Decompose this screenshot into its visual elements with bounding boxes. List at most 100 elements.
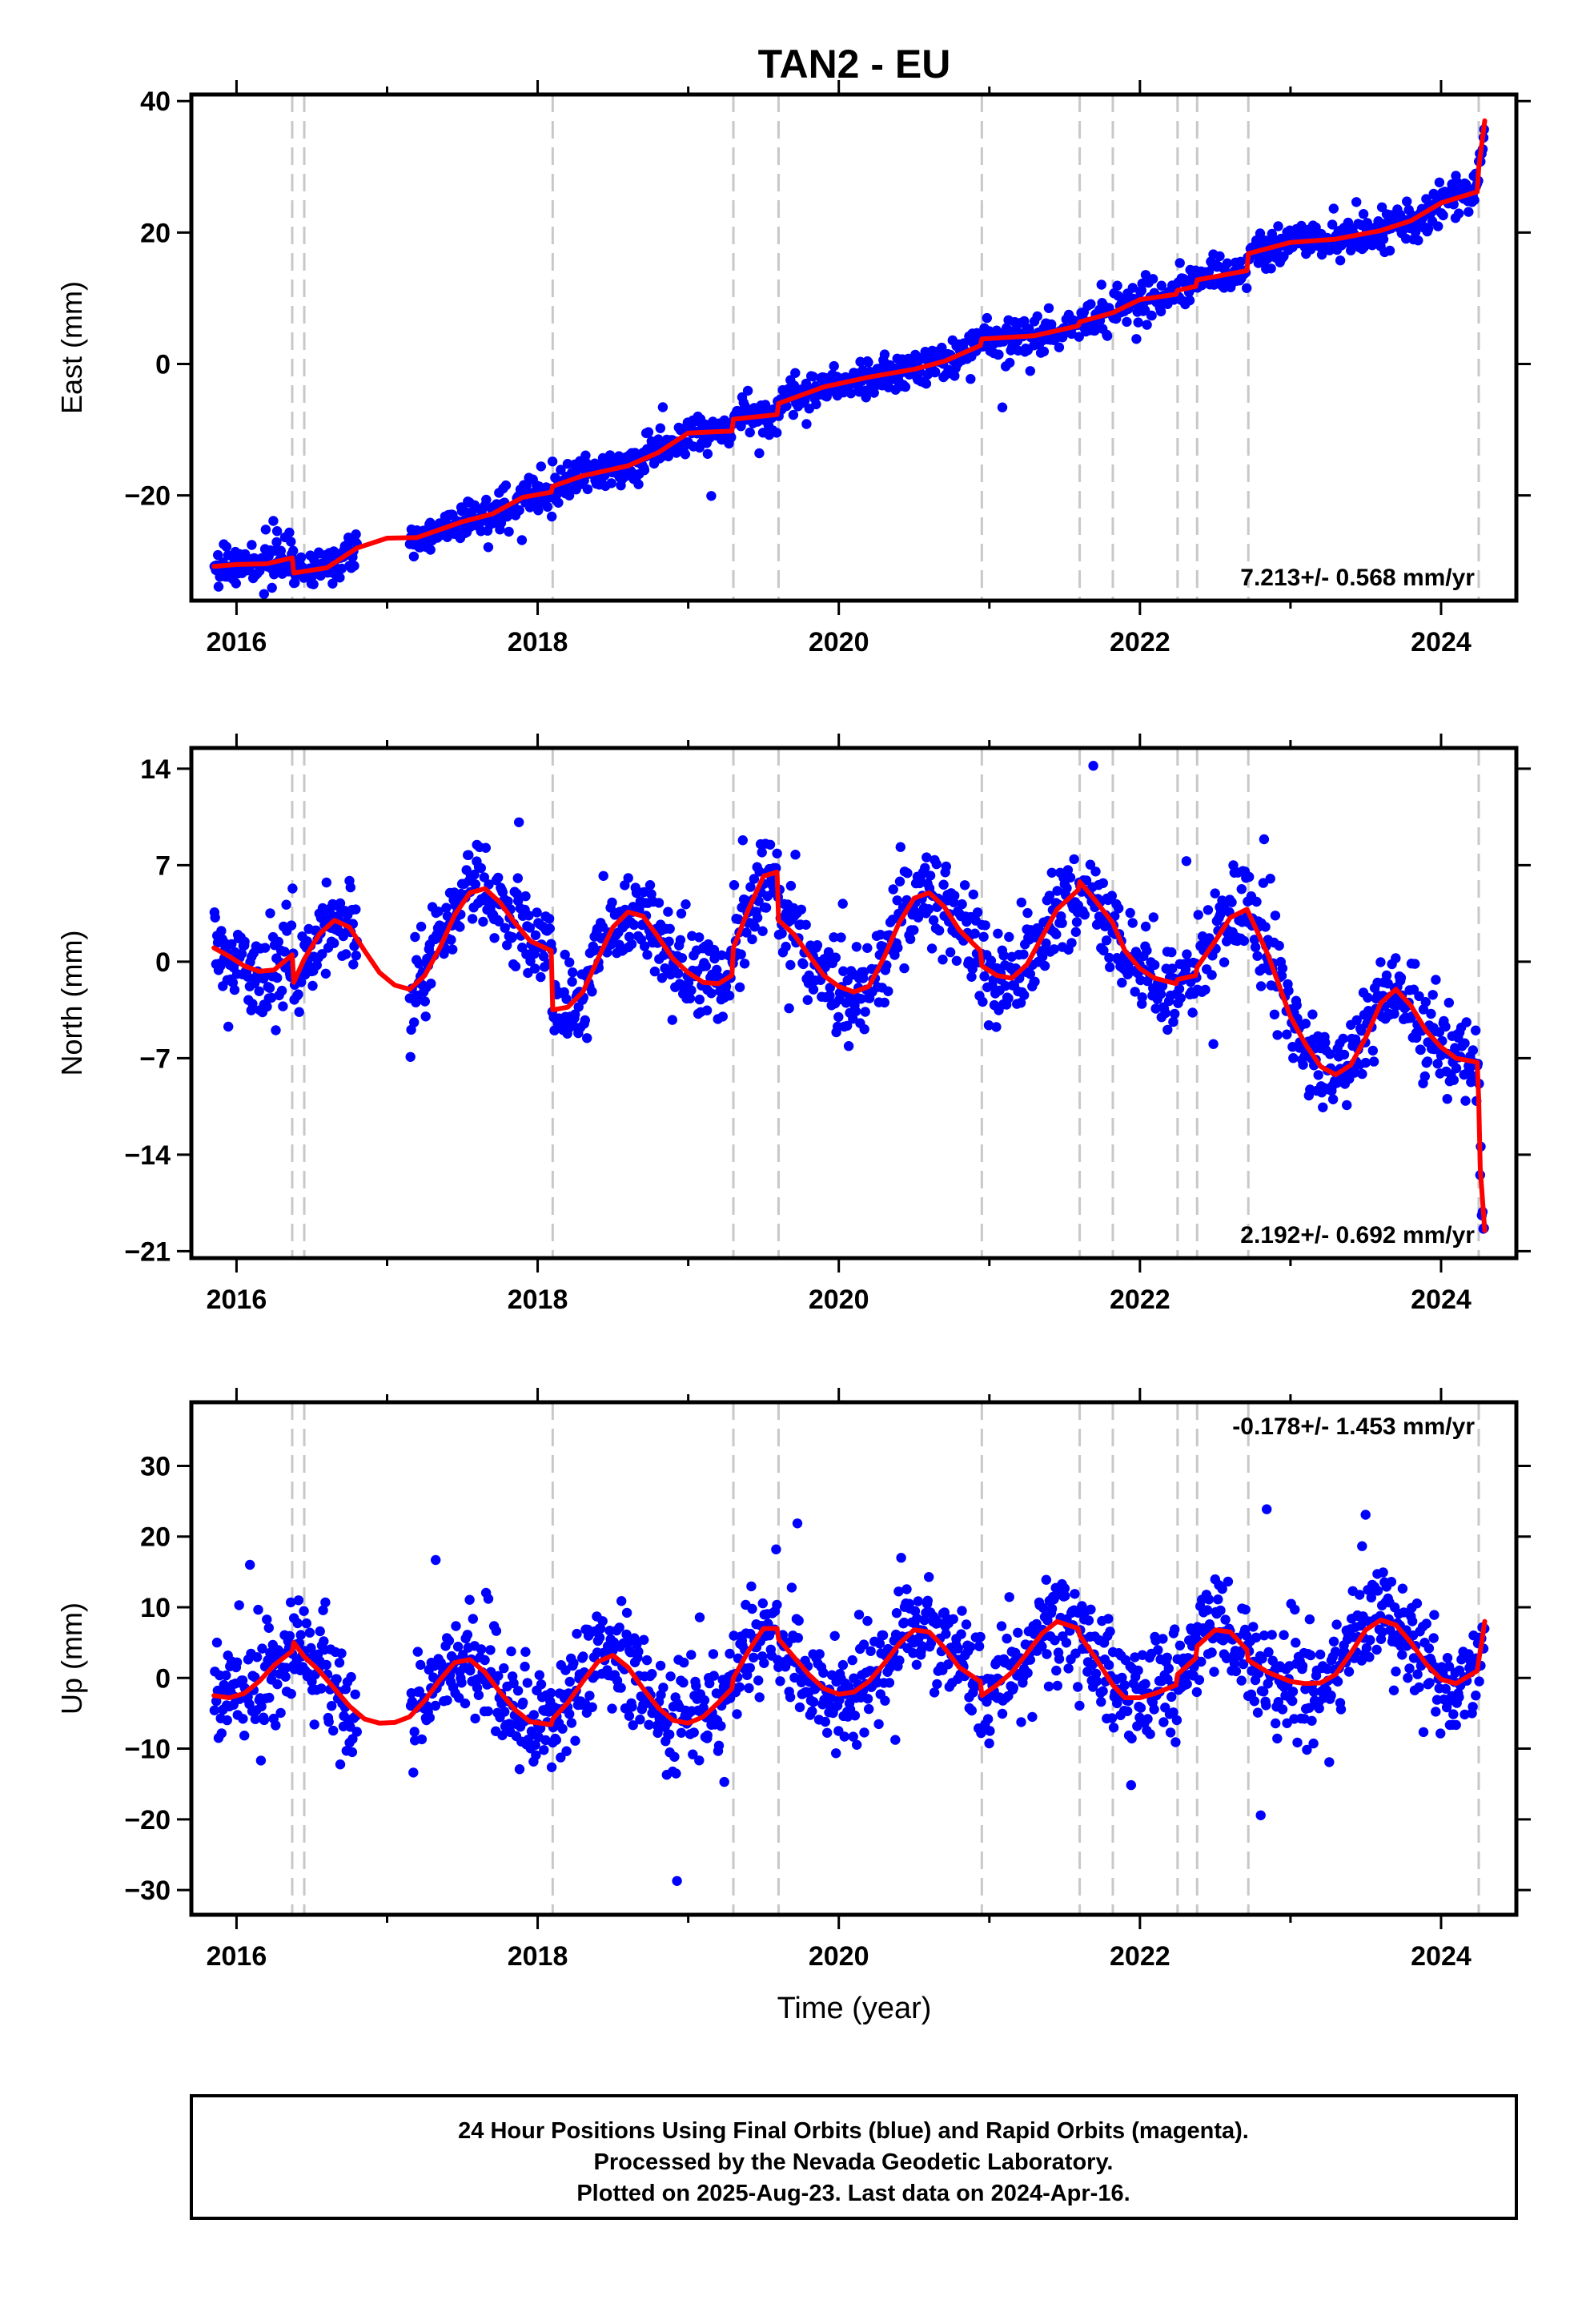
east-data-point [1335,255,1346,266]
up-data-point [318,1605,328,1615]
up-data-point [1142,1714,1153,1724]
north-data-point [848,1014,858,1024]
up-data-point [546,1762,557,1772]
north-data-point [1351,1015,1362,1026]
up-data-point [894,1655,905,1666]
north-data-point [478,916,488,927]
up-data-point [1302,1744,1312,1755]
east-data-point [1222,258,1233,268]
up-data-point [295,1630,306,1640]
up-data-point [864,1703,874,1715]
east-data-point [1351,197,1362,207]
up-data-point [1217,1583,1227,1594]
north-data-point [1090,866,1101,877]
east-data-point [1156,280,1167,291]
north-data-point [1208,1039,1219,1049]
east-data-point [863,357,873,368]
north-data-point [998,951,1009,961]
east-data-point [855,356,865,367]
north-data-point [1057,918,1067,928]
up-data-point [323,1716,334,1727]
up-data-point [1423,1643,1435,1654]
up-data-point [852,1739,862,1750]
up-data-point [560,1665,571,1675]
north-data-point [777,928,787,939]
north-data-point [1219,957,1230,967]
up-data-point [689,1727,699,1738]
up-data-point [1073,1682,1083,1692]
up-y-axis-label: Up (mm) [55,1602,88,1715]
east-data-point [655,423,665,433]
up-data-point [644,1719,654,1730]
north-data-point [675,935,686,946]
north-data-point [568,967,578,978]
up-data-point [336,1648,347,1659]
up-data-point [744,1683,754,1694]
east-data-point [504,526,514,537]
north-data-point [676,908,687,919]
north-data-point [781,907,792,919]
up-data-point [286,1597,296,1608]
up-data-point [1277,1704,1288,1715]
north-data-point [938,879,949,890]
east-data-point [247,540,257,550]
up-data-point [1279,1630,1289,1640]
north-data-point [1019,990,1030,1000]
north-data-point [1162,1024,1173,1035]
north-data-point [1174,983,1185,994]
up-data-point [1117,1672,1127,1683]
north-data-point [266,992,277,1003]
up-data-point [1307,1715,1317,1726]
north-data-point [530,963,540,974]
north-data-point [247,999,258,1009]
east-data-point [1273,221,1283,231]
up-data-point [614,1622,624,1633]
up-data-point [757,1598,768,1609]
up-data-point [500,1707,510,1717]
up-data-point [238,1714,248,1724]
up-data-point [1004,1592,1014,1602]
up-y-tick-label: 30 [140,1451,171,1482]
up-data-point [1025,1655,1036,1665]
north-data-point [271,1025,281,1035]
north-y-tick-label: −21 [124,1236,171,1267]
east-data-point [657,402,669,412]
north-data-point [1265,874,1275,884]
up-data-point [1435,1728,1446,1739]
east-data-point [271,526,283,537]
north-data-point [567,976,577,987]
up-data-point [1357,1541,1367,1551]
north-data-point [892,895,902,906]
north-data-point [1239,935,1250,947]
up-data-point [1223,1576,1234,1587]
north-data-point [923,904,934,915]
north-data-point [993,928,1003,939]
up-data-point [848,1731,858,1742]
up-data-point [1377,1626,1387,1638]
up-data-point [789,1672,800,1683]
north-data-point [858,967,869,977]
up-data-point [1297,1661,1308,1671]
north-data-point [1440,1021,1451,1032]
east-data-point [1127,283,1138,293]
north-data-point [345,882,355,893]
north-data-point [950,891,960,901]
north-data-point [279,947,290,957]
up-data-point [635,1715,645,1725]
up-data-point [1255,1810,1266,1820]
east-data-point [580,450,591,460]
north-data-point [626,939,637,950]
up-data-point [1133,1665,1143,1676]
up-data-point [747,1603,757,1614]
east-data-point [1086,299,1096,309]
north-data-point [926,943,938,954]
north-data-point [1127,918,1138,928]
north-data-point [1085,859,1096,870]
north-data-point [1389,1008,1399,1019]
north-data-point [1044,891,1055,901]
north-data-point [859,1024,869,1035]
east-x-tick-label: 2018 [508,627,568,657]
up-data-point [483,1706,493,1717]
north-data-point [570,1009,580,1019]
up-data-point [1103,1659,1114,1671]
